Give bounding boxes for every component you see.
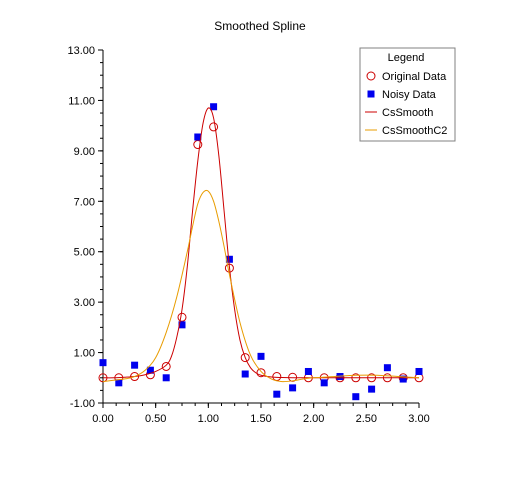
- x-tick-label: 0.50: [145, 413, 166, 425]
- data-point-original: [272, 372, 282, 382]
- x-tick-label: 3.00: [408, 413, 429, 425]
- data-point-original: [193, 140, 203, 150]
- data-point-noisy: [162, 374, 170, 382]
- data-point-noisy: [289, 384, 297, 392]
- legend-title: Legend: [388, 52, 425, 64]
- data-point-noisy: [399, 375, 407, 383]
- data-point-noisy: [225, 255, 233, 263]
- x-tick-label: 0.00: [92, 413, 113, 425]
- legend-entry-label: Original Data: [382, 71, 447, 83]
- y-tick-label: 13.00: [67, 45, 95, 57]
- data-point-noisy: [304, 367, 312, 375]
- series-original-data: [98, 122, 424, 383]
- data-point-noisy: [415, 367, 423, 375]
- data-point-noisy: [352, 393, 360, 401]
- legend[interactable]: Legend Original Data Noisy Data CsSmooth Cs…: [359, 47, 456, 142]
- legend-entry-label: CsSmooth: [382, 107, 433, 119]
- data-point-noisy: [320, 379, 328, 387]
- y-tick-label: 1.00: [74, 348, 95, 360]
- data-point-original: [177, 312, 187, 322]
- legend-entries: Original Data Noisy Data CsSmooth CsSmoothC…: [365, 71, 447, 137]
- data-point-noisy: [368, 385, 376, 393]
- data-point-original: [240, 353, 250, 363]
- line-cssmoothc2: [102, 189, 420, 383]
- y-tick-label: 3.00: [74, 297, 95, 309]
- legend-swatch-circle: [366, 71, 376, 81]
- legend-box: [359, 47, 456, 142]
- data-point-noisy: [241, 370, 249, 378]
- data-point-original: [161, 361, 171, 371]
- data-point-noisy: [99, 359, 107, 367]
- x-axis: 0.00 0.50 1.00 1.50 2.00 2.50 3.00: [92, 402, 430, 425]
- x-tick-label: 2.00: [303, 413, 324, 425]
- data-point-noisy: [210, 103, 218, 111]
- y-axis: -1.00 1.00 3.00 5.00 7.00 9.00 11.00 13.00: [67, 45, 104, 410]
- y-tick-label: 7.00: [74, 196, 95, 208]
- x-tick-label: 1.50: [250, 413, 271, 425]
- y-tick-label: 5.00: [74, 247, 95, 259]
- series-noisy-data: [99, 103, 423, 401]
- data-point-noisy: [115, 379, 123, 387]
- legend-entry-label: Noisy Data: [382, 89, 437, 101]
- y-tick-label: -1.00: [70, 398, 95, 410]
- data-point-original: [209, 122, 219, 132]
- series-layer: [98, 103, 424, 401]
- data-point-noisy: [131, 361, 139, 369]
- data-point-noisy: [383, 364, 391, 372]
- data-point-noisy: [257, 352, 265, 360]
- legend-entry-label: CsSmoothC2: [382, 125, 447, 137]
- line-cssmooth: [102, 107, 419, 379]
- x-tick-label: 1.00: [198, 413, 219, 425]
- series-cssmooth: [102, 107, 419, 379]
- data-point-original: [256, 368, 266, 378]
- legend-swatch-square: [367, 90, 375, 98]
- data-point-noisy: [146, 366, 154, 374]
- data-point-noisy: [178, 321, 186, 329]
- chart-title: Smoothed Spline: [214, 19, 306, 33]
- data-point-noisy: [273, 390, 281, 398]
- series-cssmoothc2: [102, 189, 420, 383]
- data-point-noisy: [194, 133, 202, 141]
- x-tick-label: 2.50: [356, 413, 377, 425]
- y-tick-label: 9.00: [74, 146, 95, 158]
- y-tick-label: 11.00: [68, 95, 95, 107]
